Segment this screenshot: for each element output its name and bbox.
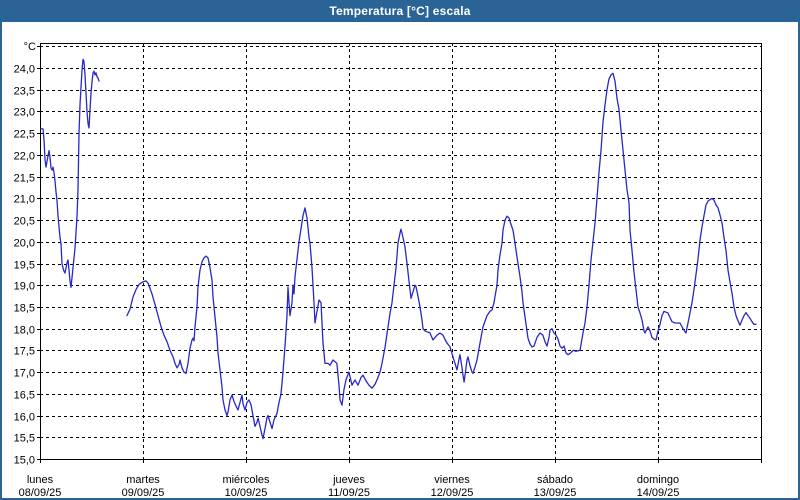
y-tick-label: 19,5 — [14, 260, 35, 272]
temperature-line-segment — [40, 58, 100, 289]
window-title: Temperatura [°C] escala — [329, 4, 471, 18]
y-tick-label: 21,0 — [14, 194, 35, 206]
x-day-label: domingo — [637, 474, 679, 486]
x-day-label: lunes — [27, 474, 54, 486]
window-title-bar: Temperatura [°C] escala — [0, 0, 800, 22]
x-date-label: 10/09/25 — [225, 487, 268, 499]
y-tick-label: 17,0 — [14, 368, 35, 380]
y-tick-label: 22,5 — [14, 129, 35, 141]
x-date-label: 11/09/25 — [328, 487, 370, 499]
plot-border — [40, 43, 762, 460]
y-tick-label: 18,0 — [14, 325, 35, 337]
y-tick-label: 23,5 — [14, 86, 35, 98]
x-day-label: martes — [126, 474, 160, 486]
x-day-label: miércoles — [222, 474, 270, 486]
x-date-label: 13/09/25 — [534, 487, 577, 499]
y-tick-label: 22,0 — [14, 151, 35, 163]
x-day-label: sábado — [537, 474, 573, 486]
x-date-label: 14/09/25 — [637, 487, 680, 499]
y-tick-label: 20,0 — [14, 238, 35, 250]
y-tick-label: 21,5 — [14, 173, 35, 185]
y-tick-label: 17,5 — [14, 346, 35, 358]
x-date-label: 09/09/25 — [122, 487, 165, 499]
x-day-label: viernes — [434, 474, 470, 486]
y-tick-label: 18,5 — [14, 303, 35, 315]
y-tick-label: 16,5 — [14, 390, 35, 402]
y-tick-label: 24,0 — [14, 64, 35, 76]
x-date-label: 12/09/25 — [431, 487, 474, 499]
y-tick-label: 16,0 — [14, 412, 35, 424]
y-axis-unit-label: °C — [24, 41, 36, 53]
x-date-label: 08/09/25 — [19, 487, 62, 499]
y-tick-label: 23,0 — [14, 107, 35, 119]
y-tick-label: 15,5 — [14, 433, 35, 445]
x-day-label: jueves — [332, 474, 365, 486]
temperature-line-segment — [126, 72, 757, 440]
y-tick-label: 19,0 — [14, 281, 35, 293]
y-tick-label: 15,0 — [14, 455, 35, 467]
y-tick-label: 20,5 — [14, 216, 35, 228]
